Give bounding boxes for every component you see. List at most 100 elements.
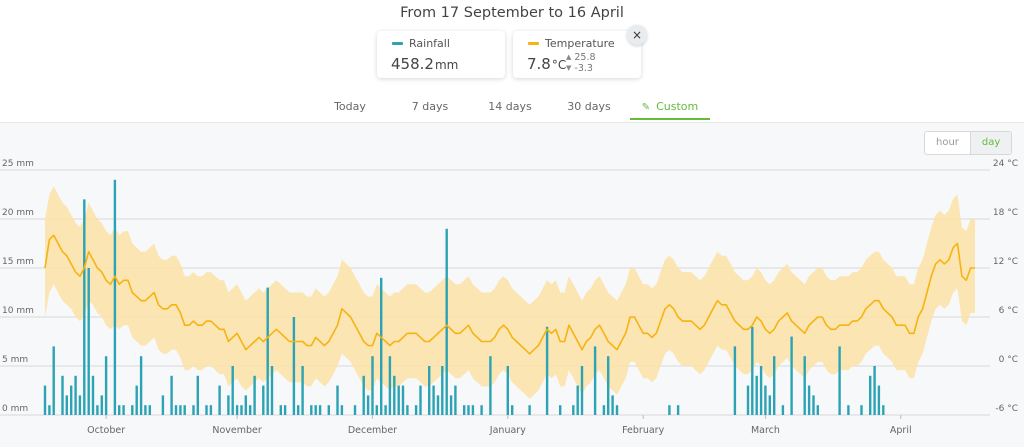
rainfall-bar (406, 405, 409, 415)
rainfall-bar (393, 375, 396, 415)
rainfall-bar (262, 385, 265, 415)
pencil-icon: ✎ (641, 102, 651, 113)
rainfall-bar (104, 356, 108, 415)
temperature-max-value: 25.8 (574, 52, 596, 63)
y-right-tick-label: 18 °C (993, 208, 1018, 218)
y-left-tick-label: 0 mm (2, 404, 28, 414)
rainfall-bar (764, 385, 767, 415)
rainfall-bar (781, 405, 785, 415)
rainfall-bar (65, 395, 68, 415)
rainfall-bar (297, 405, 300, 415)
resolution-toggle: hour day (924, 131, 1013, 155)
rainfall-bar (668, 405, 671, 415)
rainfall-bar (755, 375, 758, 415)
rainfall-bar (96, 405, 99, 415)
rainfall-bar (602, 405, 606, 415)
rainfall-bar (580, 366, 584, 415)
rainfall-bar (174, 405, 178, 415)
tab-30-days[interactable]: 30 days (567, 100, 611, 113)
active-tab-indicator (630, 118, 710, 120)
rainfall-bar (327, 405, 330, 415)
rainfall-bar (43, 385, 47, 415)
rainfall-bar (419, 385, 422, 415)
rainfall-bar (615, 405, 619, 415)
rainfall-summary-card: Rainfall 458.2mm (377, 31, 505, 78)
rainfall-bar (318, 405, 322, 415)
rainfall-bar (205, 405, 208, 415)
rainfall-bar (283, 405, 287, 415)
period-tabs: Today 7 days 14 days 30 days ✎ Custom (0, 96, 1024, 122)
rainfall-bar (436, 395, 440, 415)
rainfall-bar (463, 405, 466, 415)
rainfall-bar (676, 405, 680, 415)
rainfall-bar (441, 366, 444, 415)
rainfall-bar (449, 395, 453, 415)
temperature-legend-swatch (528, 42, 539, 45)
rainfall-bar (375, 405, 378, 415)
rainfall-bar (74, 375, 77, 415)
rainfall-bar (528, 405, 531, 415)
rainfall-bar (380, 277, 383, 415)
rainfall-bar (48, 405, 51, 415)
tab-custom[interactable]: ✎ Custom (630, 100, 710, 113)
rainfall-bar (746, 385, 750, 415)
y-left-tick-label: 20 mm (2, 208, 34, 218)
y-right-tick-label: 24 °C (993, 159, 1018, 169)
x-tick-label: October (87, 425, 125, 436)
rainfall-bar (882, 405, 885, 415)
rainfall-bar (362, 375, 365, 415)
rainfall-label: Rainfall (409, 37, 450, 50)
rainfall-bar (52, 346, 55, 415)
y-left-tick-label: 5 mm (2, 355, 28, 365)
close-icon[interactable]: × (627, 25, 647, 45)
rainfall-bar (803, 356, 806, 415)
tab-custom-label: Custom (656, 100, 699, 113)
rainfall-bar (161, 395, 165, 415)
weather-chart: 0 mm 5 mm 10 mm 15 mm 20 mm 25 mm -6 °C 0 °C 6 °… (0, 159, 1018, 436)
rainfall-bar (148, 405, 151, 415)
rainfall-bar (122, 405, 125, 415)
rainfall-bar (768, 395, 771, 415)
toggle-hour[interactable]: hour (936, 137, 959, 148)
rainfall-bar (78, 395, 82, 415)
rainfall-bar (227, 395, 230, 415)
rainfall-bar (759, 366, 763, 415)
rainfall-bar (397, 385, 400, 415)
x-tick-label: November (212, 425, 262, 436)
rainfall-bar (266, 287, 269, 415)
rainfall-bar (432, 385, 435, 415)
rainfall-bar (838, 346, 841, 415)
rainfall-bar (235, 405, 239, 415)
y-right-tick-label: -6 °C (995, 404, 1018, 414)
rainfall-bar (314, 405, 317, 415)
rainfall-bar (100, 395, 103, 415)
rainfall-bar (244, 395, 247, 415)
rainfall-bar (301, 366, 304, 415)
tab-14-days[interactable]: 14 days (488, 100, 532, 113)
rainfall-bar (847, 405, 850, 415)
rainfall-bar (576, 385, 579, 415)
rainfall-bar (506, 366, 509, 415)
rainfall-bar (607, 356, 610, 415)
tab-today[interactable]: Today (334, 100, 366, 113)
rainfall-bar (454, 385, 457, 415)
y-right-tick-label: 6 °C (999, 306, 1018, 316)
toggle-day[interactable]: day (969, 132, 1012, 154)
tab-7-days[interactable]: 7 days (411, 100, 449, 113)
x-tick-label: March (751, 425, 780, 436)
x-tick-label: December (348, 425, 397, 436)
temperature-summary-card: Temperature 7.8°C ▲ 25.8 ▼ -3.3 (513, 31, 641, 78)
rainfall-bar (240, 405, 243, 415)
y-left-tick-label: 15 mm (2, 257, 34, 267)
rainfall-bar (366, 395, 370, 415)
rainfall-bar (807, 385, 811, 415)
rainfall-bar (83, 199, 86, 415)
rainfall-bar (593, 346, 597, 415)
y-left-tick-label: 10 mm (2, 306, 34, 316)
rainfall-bar (292, 317, 296, 415)
rainfall-bar (249, 405, 252, 415)
rainfall-bar (414, 405, 418, 415)
temperature-unit: °C (551, 58, 567, 72)
rainfall-bar (428, 366, 431, 415)
rainfall-bar (511, 405, 514, 415)
